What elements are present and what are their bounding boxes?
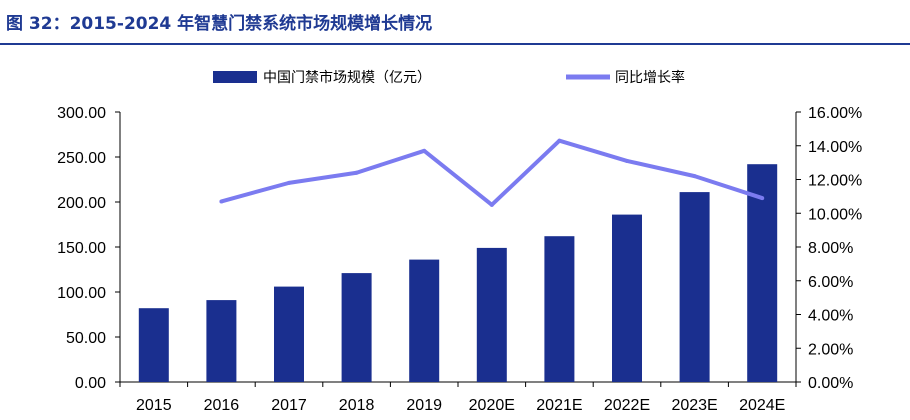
bar [341,273,372,382]
x-tick-label: 2023E [671,397,717,414]
y-right-tick-label: 16.00% [808,105,862,122]
growth-rate-point [557,138,562,143]
bar [679,192,710,382]
x-tick-label: 2020E [469,397,515,414]
growth-rate-point [489,202,494,207]
tick-labels: 0.00 50.00 100.00 150.00 200.00 250.00 300.00 0… [57,105,862,414]
y-left-tick-label: 250.00 [57,150,106,167]
line-series [219,138,765,207]
y-right-tick-label: 12.00% [808,173,862,190]
legend-bar-swatch [213,71,257,83]
y-right-tick-label: 14.00% [808,139,862,156]
bar [476,247,507,382]
growth-rate-point [219,199,224,204]
y-right-tick-label: 10.00% [808,206,862,223]
x-tick-label: 2024E [739,397,785,414]
bar [747,164,778,382]
bar [409,259,440,382]
y-left-tick-label: 50.00 [66,330,106,347]
y-right-tick-label: 2.00% [808,341,853,358]
x-tick-label: 2019 [406,397,442,414]
y-right-tick-label: 6.00% [808,274,853,291]
growth-rate-point [760,196,765,201]
x-tick-label: 2022E [604,397,650,414]
growth-rate-point [625,158,629,163]
figure-title: 图 32：2015-2024 年智慧门禁系统市场规模增长情况 [6,14,433,34]
legend-line-label: 同比增长率 [615,69,685,86]
x-tick-label: 2021E [536,397,582,414]
y-left-tick-label: 200.00 [57,195,106,212]
x-tick-label: 2018 [339,397,375,414]
title-underline [0,43,910,45]
growth-rate-point [422,148,427,153]
growth-rate-point [692,174,697,179]
bar [544,236,575,382]
y-right-tick-label: 4.00% [808,308,853,325]
growth-rate-point [287,180,291,185]
y-left-tick-label: 0.00 [75,375,106,392]
x-tick-label: 2016 [204,397,240,414]
x-tick-label: 2015 [136,397,172,414]
y-left-tick-label: 300.00 [57,105,106,122]
growth-rate-point [354,170,359,175]
y-left-tick-label: 150.00 [57,240,106,257]
x-tick-label: 2017 [271,397,307,414]
bar-series [138,164,778,382]
bar [612,214,642,382]
bar [138,308,169,382]
y-left-tick-label: 100.00 [57,285,106,302]
y-right-tick-label: 0.00% [808,375,853,392]
legend-bar-label: 中国门禁市场规模（亿元） [263,69,431,86]
legend: 中国门禁市场规模（亿元） 同比增长率 [213,69,685,86]
y-right-tick-label: 8.00% [808,240,853,257]
bar [206,300,237,382]
bar [274,286,304,382]
